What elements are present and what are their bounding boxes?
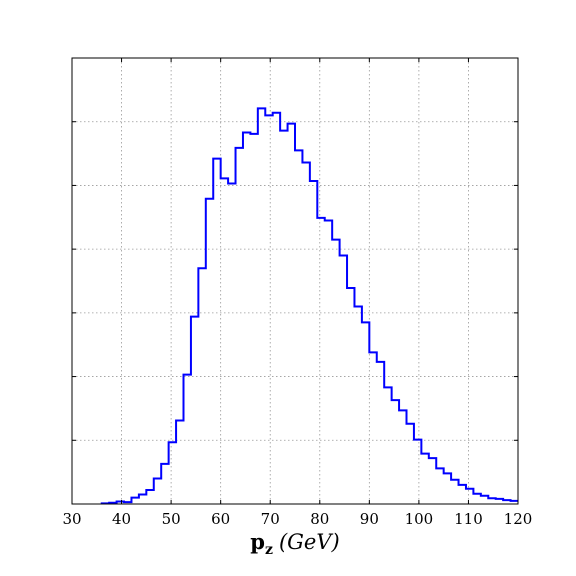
plot-frame [71,57,519,505]
x-axis-label-main: p [250,529,265,554]
x-tick-labels: 30 40 50 60 70 80 90 100 110 120 [62,510,532,528]
x-tick-label: 50 [162,510,181,528]
x-tick-label: 90 [360,510,379,528]
x-axis-label-sub: z [265,542,273,558]
histogram-series [100,107,518,505]
x-axis-label-unit: (GeV) [279,530,340,554]
x-tick-label: 100 [405,510,434,528]
x-tick-label: 40 [112,510,131,528]
x-axis-label: pz (GeV) [250,529,339,558]
x-tick-label: 60 [211,510,230,528]
x-tick-label: 80 [310,510,329,528]
x-tick-label: 110 [454,510,483,528]
axis-ticks [71,58,519,504]
x-tick-label: 70 [261,510,280,528]
x-tick-label: 120 [504,510,533,528]
x-tick-label: 30 [62,510,81,528]
